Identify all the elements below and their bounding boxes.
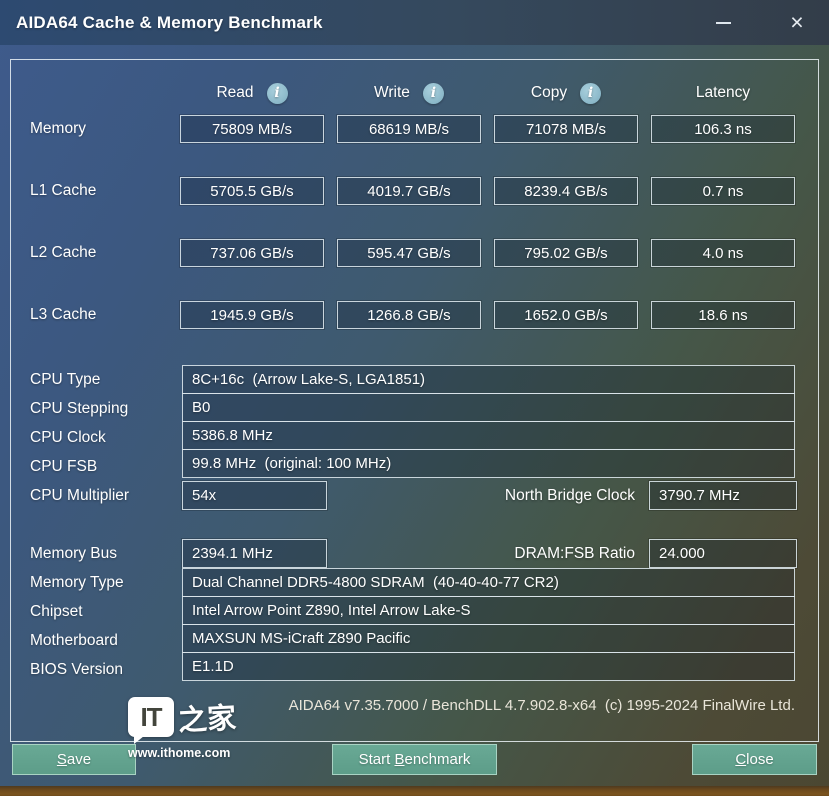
- l1-latency-value: 0.7 ns: [651, 177, 795, 205]
- minimize-button[interactable]: [703, 0, 743, 45]
- close-button-rest: lose: [746, 751, 774, 768]
- l3-copy-value: 1652.0 GB/s: [494, 301, 638, 329]
- dram-fsb-ratio-value: 24.000: [649, 539, 797, 568]
- memory-write-value: 68619 MB/s: [337, 115, 481, 143]
- l3-write-value: 1266.8 GB/s: [337, 301, 481, 329]
- close-button[interactable]: ×: [777, 0, 817, 45]
- l2-latency-value: 4.0 ns: [651, 239, 795, 267]
- column-header-copy: Copy i: [494, 78, 638, 108]
- l1-copy-value: 8239.4 GB/s: [494, 177, 638, 205]
- label-memory-bus: Memory Bus: [30, 545, 117, 562]
- version-text: AIDA64 v7.35.7000 / BenchDLL 4.7.902.8-x…: [288, 697, 795, 714]
- memory-copy-value: 71078 MB/s: [494, 115, 638, 143]
- cpu-stepping-value: B0: [182, 393, 795, 422]
- start-button-pre: Start: [358, 751, 395, 768]
- minimize-icon: [715, 21, 731, 24]
- label-memory-type: Memory Type: [30, 574, 124, 591]
- cpu-type-value: 8C+16c (Arrow Lake-S, LGA1851): [182, 365, 795, 394]
- cpu-fsb-value: 99.8 MHz (original: 100 MHz): [182, 449, 795, 478]
- ithome-logo-text: IT: [140, 701, 162, 732]
- ithome-logo-icon: IT: [128, 697, 174, 744]
- label-cpu-stepping: CPU Stepping: [30, 400, 129, 417]
- column-header-read: Read i: [180, 78, 324, 108]
- label-motherboard: Motherboard: [30, 632, 118, 649]
- label-dram-fsb-ratio: DRAM:FSB Ratio: [514, 545, 635, 562]
- ithome-logo-suffix: 之家: [177, 702, 237, 738]
- label-cpu-type: CPU Type: [30, 371, 101, 388]
- l2-copy-value: 795.02 GB/s: [494, 239, 638, 267]
- save-button-key: S: [56, 751, 67, 768]
- l2-read-value: 737.06 GB/s: [180, 239, 324, 267]
- memory-read-value: 75809 MB/s: [180, 115, 324, 143]
- label-bios-version: BIOS Version: [30, 661, 124, 678]
- row-label-memory: Memory: [30, 120, 86, 137]
- north-bridge-clock-value: 3790.7 MHz: [649, 481, 797, 510]
- ithome-url: www.ithome.com: [128, 746, 231, 760]
- read-header-label: Read: [216, 84, 254, 101]
- cpu-clock-value: 5386.8 MHz: [182, 421, 795, 450]
- label-north-bridge-clock: North Bridge Clock: [504, 487, 635, 504]
- info-icon[interactable]: i: [580, 82, 602, 104]
- l3-latency-value: 18.6 ns: [651, 301, 795, 329]
- row-label-l3-cache: L3 Cache: [30, 306, 97, 323]
- main-panel: [10, 59, 819, 742]
- row-label-l2-cache: L2 Cache: [30, 244, 97, 261]
- memory-latency-value: 106.3 ns: [651, 115, 795, 143]
- cpu-info-stack: 8C+16c (Arrow Lake-S, LGA1851) B0 5386.8…: [182, 365, 795, 478]
- column-header-write: Write i: [337, 78, 481, 108]
- copy-header-label: Copy: [530, 84, 568, 101]
- label-cpu-clock: CPU Clock: [30, 429, 106, 446]
- ithome-watermark: IT 之家 www.ithome.com: [128, 696, 237, 760]
- label-cpu-multiplier: CPU Multiplier: [30, 487, 130, 504]
- close-icon: ×: [790, 9, 804, 35]
- start-button-rest: enchmark: [404, 751, 471, 768]
- label-cpu-fsb: CPU FSB: [30, 458, 98, 475]
- cpu-multiplier-value: 54x: [182, 481, 327, 510]
- chipset-value: Intel Arrow Point Z890, Intel Arrow Lake…: [182, 596, 795, 625]
- close-button-key: C: [735, 751, 747, 768]
- motherboard-value: MAXSUN MS-iCraft Z890 Pacific: [182, 624, 795, 653]
- label-chipset: Chipset: [30, 603, 83, 620]
- bios-version-value: E1.1D: [182, 652, 795, 681]
- bottom-strip: [0, 786, 829, 796]
- window-title: AIDA64 Cache & Memory Benchmark: [16, 13, 323, 32]
- latency-header-label: Latency: [695, 84, 751, 101]
- l3-read-value: 1945.9 GB/s: [180, 301, 324, 329]
- l2-write-value: 595.47 GB/s: [337, 239, 481, 267]
- system-info-stack: Dual Channel DDR5-4800 SDRAM (40-40-40-7…: [182, 568, 795, 681]
- info-icon[interactable]: i: [422, 82, 444, 104]
- save-button-rest: ave: [66, 751, 92, 768]
- write-header-label: Write: [374, 84, 410, 101]
- l1-read-value: 5705.5 GB/s: [180, 177, 324, 205]
- memory-bus-value: 2394.1 MHz: [182, 539, 327, 568]
- start-button-key: B: [394, 751, 405, 768]
- info-icon[interactable]: i: [266, 82, 288, 104]
- memory-type-value: Dual Channel DDR5-4800 SDRAM (40-40-40-7…: [182, 568, 795, 597]
- row-label-l1-cache: L1 Cache: [30, 182, 97, 199]
- column-header-latency: Latency: [651, 78, 795, 108]
- titlebar: AIDA64 Cache & Memory Benchmark ×: [0, 0, 829, 45]
- l1-write-value: 4019.7 GB/s: [337, 177, 481, 205]
